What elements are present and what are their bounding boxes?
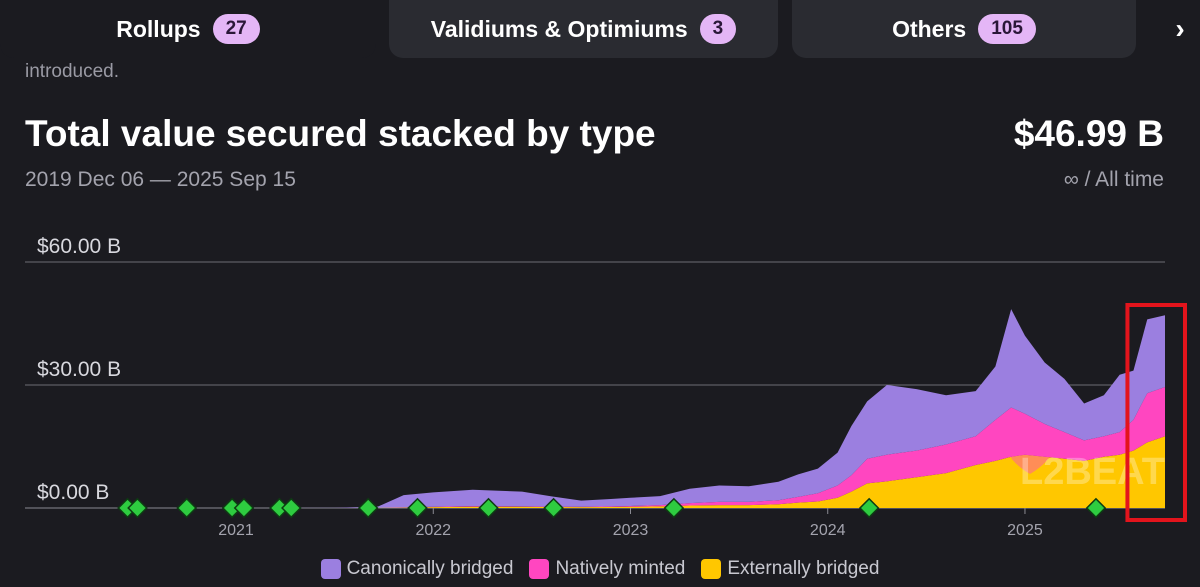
milestone-marker[interactable] [221,497,243,519]
milestone-marker[interactable] [127,497,148,519]
highlight-box [1125,303,1187,522]
y-tick-label: $30.00 B [25,358,128,382]
legend-natively-minted[interactable]: Natively minted [529,558,685,580]
milestone-marker[interactable] [1085,497,1107,519]
milestone-marker[interactable] [407,497,428,519]
tab-others-count: 105 [978,14,1036,44]
x-tick-label: 2025 [1007,522,1043,539]
x-tick-label: 2023 [613,522,649,539]
tab-rollups-count: 27 [212,14,260,44]
milestone-marker[interactable] [233,497,255,519]
area-canonically-bridged [25,309,1165,508]
tab-validiums-count: 3 [699,14,737,44]
milestone-marker[interactable] [176,497,197,519]
watermark-text: L2BEAT [1020,451,1165,493]
next-tabs-chevron-icon[interactable]: › [1160,0,1200,58]
milestone-marker[interactable] [269,497,290,519]
legend-externally-bridged[interactable]: Externally bridged [701,558,879,580]
x-axis-ticks: 2021 2022 2023 2024 2025 [218,508,1043,539]
milestone-marker[interactable] [858,497,880,519]
tab-others-label: Others [892,15,967,42]
x-tick-label: 2021 [218,522,254,539]
area-externally-bridged [25,436,1165,508]
area-natively-minted [25,387,1165,508]
tab-rollups[interactable]: Rollups 27 [0,0,376,58]
legend-swatch-external [701,559,722,579]
chart-title: Total value secured stacked by type [25,113,656,154]
legend-swatch-native [529,559,550,579]
date-range: 2019 Dec 06 — 2025 Sep 15 [25,168,296,191]
tab-others[interactable]: Others 105 [792,0,1136,58]
milestone-markers[interactable] [117,497,1107,519]
tab-validiums-optimiums[interactable]: Validiums & Optimiums 3 [389,0,778,58]
milestone-marker[interactable] [281,497,302,519]
intro-text: introduced. [25,61,120,82]
total-value: $46.99 B [1013,113,1164,154]
heart-icon [1006,434,1054,474]
tab-rollups-label: Rollups [116,15,201,42]
milestone-marker[interactable] [543,497,564,519]
milestone-marker[interactable] [357,497,379,519]
timeframe-selector[interactable]: ∞ / All time [1063,168,1164,191]
legend-label-canonical: Canonically bridged [346,558,514,579]
chart-areas [25,309,1165,508]
x-tick-label: 2022 [415,522,451,539]
legend-label-native: Natively minted [555,558,686,579]
milestone-marker[interactable] [478,497,499,519]
legend-swatch-canonical [320,559,341,579]
y-tick-label: $0.00 B [25,481,116,505]
y-tick-label: $60.00 B [25,235,128,259]
tab-validiums-label: Validiums & Optimiums [430,15,688,42]
tab-bar: Rollups 27 Validiums & Optimiums 3 Other… [0,0,1200,58]
x-tick-label: 2024 [810,522,846,539]
legend-canonically-bridged[interactable]: Canonically bridged [320,558,514,580]
milestone-marker[interactable] [663,497,685,519]
legend-label-external: Externally bridged [727,558,880,579]
l2beat-watermark: L2BEAT [1006,434,1165,493]
chart-legend: Canonically bridged Natively minted Exte… [0,556,1200,582]
